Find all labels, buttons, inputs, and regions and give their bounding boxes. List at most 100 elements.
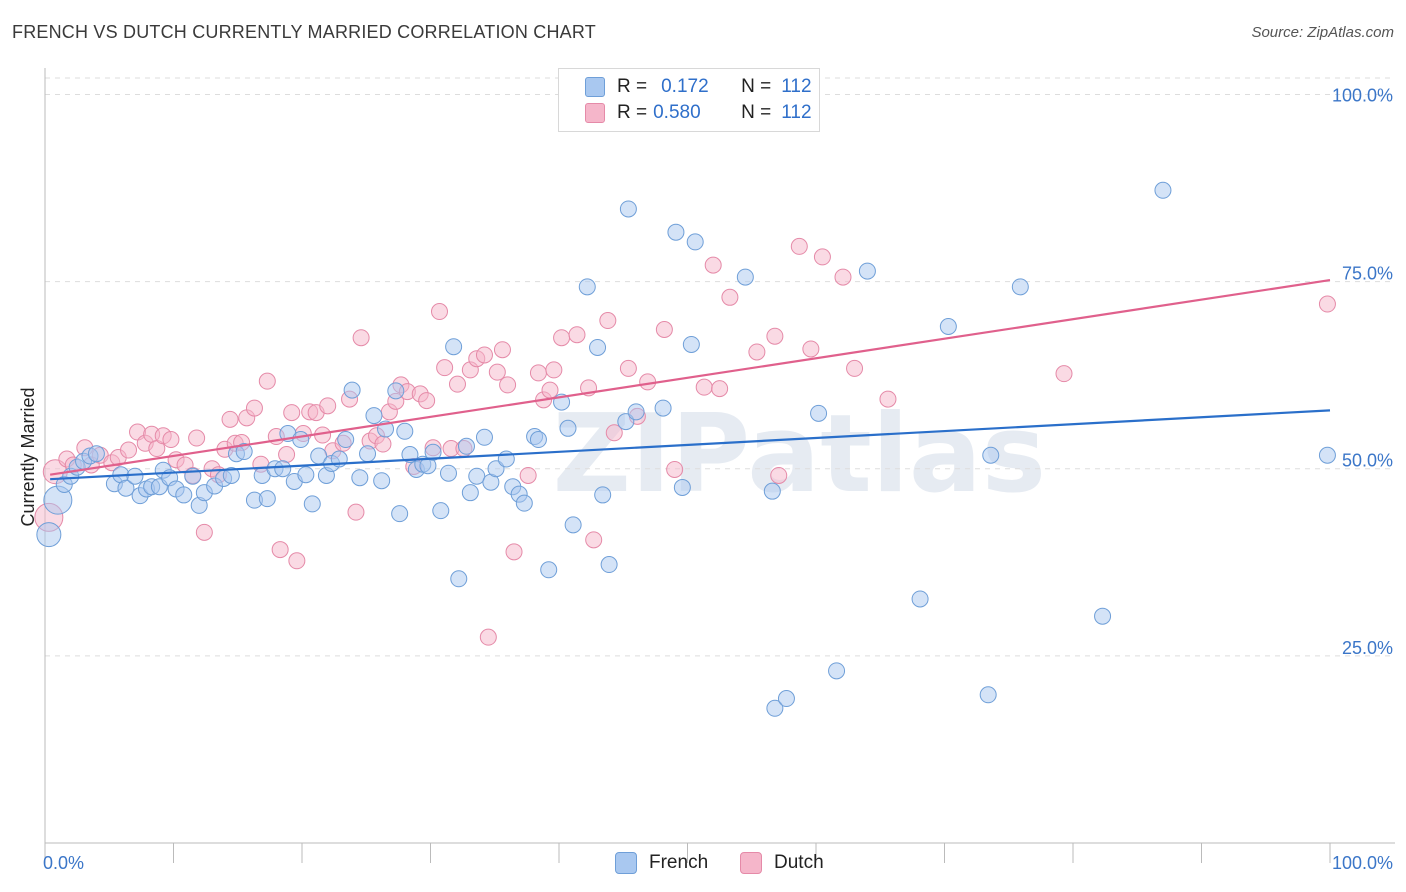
french-point — [578, 278, 596, 296]
dutch-point — [188, 429, 206, 447]
french-point — [529, 431, 547, 449]
dutch-point — [695, 378, 713, 396]
dutch-point — [288, 552, 306, 570]
french-n-value: 112 — [781, 76, 812, 97]
dutch-point — [475, 346, 493, 364]
legend-french[interactable]: French — [615, 852, 708, 874]
dutch-point — [766, 327, 784, 345]
y-tick-label: 100.0% — [1332, 85, 1393, 105]
french-point — [387, 382, 405, 400]
dutch-point — [195, 523, 213, 541]
french-point — [911, 590, 929, 608]
french-point — [292, 431, 310, 449]
dutch-point — [352, 329, 370, 347]
dutch-point — [721, 288, 739, 306]
french-point — [457, 437, 475, 455]
dutch-point — [347, 503, 365, 521]
dutch-point — [374, 435, 392, 453]
french-point — [235, 443, 253, 461]
y-tick-label: 25.0% — [1342, 638, 1393, 658]
french-point — [445, 338, 463, 356]
french-point — [36, 522, 62, 548]
french-point — [763, 482, 781, 500]
dutch-point — [541, 381, 559, 399]
dutch-point — [493, 341, 511, 359]
french-point — [461, 484, 479, 502]
french-point — [559, 419, 577, 437]
dutch-point — [519, 466, 537, 484]
dutch-point — [448, 375, 466, 393]
french-point — [365, 407, 383, 425]
dutch-point — [666, 460, 684, 478]
french-point — [1318, 446, 1336, 464]
dutch-point — [436, 359, 454, 377]
french-point — [297, 466, 315, 484]
dutch-point — [258, 372, 276, 390]
french-point — [766, 699, 784, 717]
correlation-legend: R = 0.172 N = 112 R = 0.580 N = 112 — [558, 68, 820, 132]
dutch-point — [846, 359, 864, 377]
dutch-point — [568, 326, 586, 344]
dutch-point — [802, 340, 820, 358]
french-r-value: 0.172 — [661, 76, 709, 97]
french-point — [396, 422, 414, 440]
french-point — [589, 338, 607, 356]
dutch-point — [599, 312, 617, 330]
french-point — [1011, 278, 1029, 296]
french-point — [1154, 181, 1172, 199]
french-point — [619, 200, 637, 218]
dutch-point — [605, 424, 623, 442]
legend-dutch[interactable]: Dutch — [740, 852, 824, 874]
french-point — [373, 472, 391, 490]
source-label: Source: ZipAtlas.com — [1251, 24, 1394, 41]
french-r-label: R = — [617, 76, 648, 97]
french-point — [600, 556, 618, 574]
dutch-point — [271, 541, 289, 559]
french-point — [858, 262, 876, 280]
dutch-point — [245, 399, 263, 417]
dutch-n-value: 112 — [781, 102, 812, 123]
dutch-point — [120, 441, 138, 459]
dutch-point — [505, 543, 523, 561]
dutch-point — [221, 410, 239, 428]
dutch-point — [418, 392, 436, 410]
french-point — [667, 223, 685, 241]
french-point — [979, 686, 997, 704]
french-point — [343, 381, 361, 399]
french-point — [274, 460, 292, 478]
french-point — [401, 446, 419, 464]
dutch-point — [1055, 365, 1073, 383]
legend-row-dutch: R = 0.580 N = 112 — [585, 101, 812, 125]
french-point — [487, 460, 505, 478]
dutch-point — [553, 329, 571, 347]
french-point — [810, 404, 828, 422]
french-point — [391, 505, 409, 523]
french-legend-swatch — [615, 852, 637, 874]
legend-row-french: R = 0.172 N = 112 — [585, 75, 812, 99]
dutch-point — [545, 361, 563, 379]
french-point — [475, 428, 493, 446]
french-point — [117, 479, 135, 497]
dutch-point — [499, 376, 517, 394]
dutch-point — [711, 380, 729, 398]
french-point — [939, 318, 957, 336]
x-tick-label: 100.0% — [1332, 853, 1393, 873]
french-point — [126, 467, 144, 485]
french-point — [564, 516, 582, 534]
french-point — [627, 403, 645, 421]
watermark-text: ZIPatlas — [553, 392, 1046, 517]
french-swatch — [585, 77, 605, 97]
x-tick-label: 0.0% — [43, 853, 84, 873]
dutch-point — [283, 404, 301, 422]
french-trend-line — [50, 409, 1331, 481]
dutch-point — [770, 466, 788, 484]
dutch-point — [529, 364, 547, 382]
dutch-r-value: 0.580 — [653, 102, 701, 123]
dutch-point — [704, 256, 722, 274]
dutch-trend-line — [49, 279, 1331, 476]
dutch-point — [488, 363, 506, 381]
dutch-point — [813, 248, 831, 266]
dutch-point — [585, 531, 603, 549]
dutch-point — [1318, 295, 1336, 313]
